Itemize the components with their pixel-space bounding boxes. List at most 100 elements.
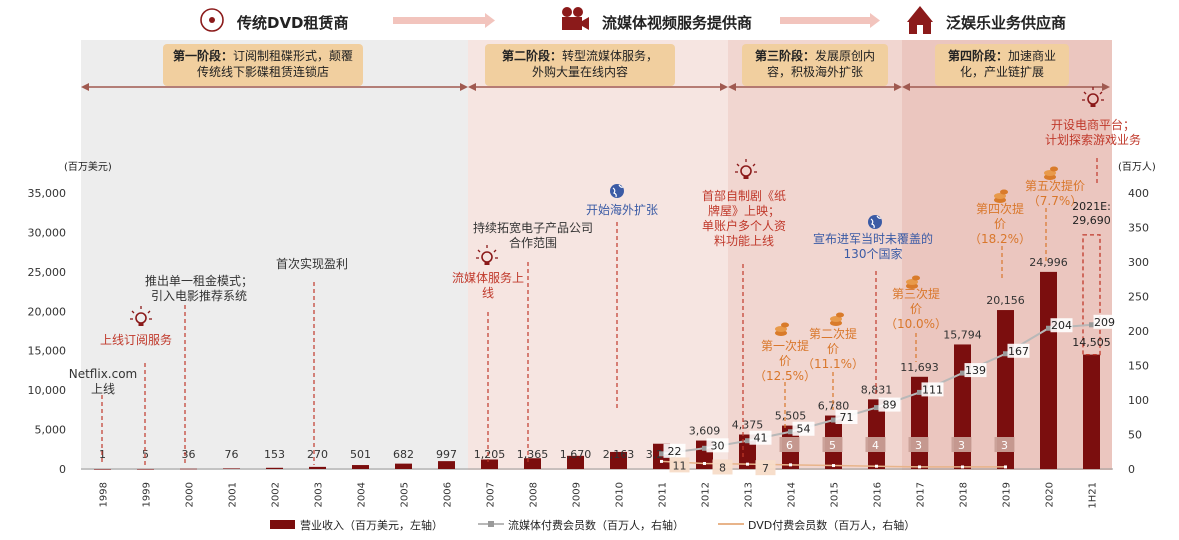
price-hike-text-line: 第三次提	[892, 286, 940, 301]
revenue-value-label: 1,670	[560, 448, 592, 461]
revenue-value-label: 682	[393, 448, 414, 461]
stage-box-bg	[742, 44, 888, 86]
dvd-members-marker	[961, 465, 964, 469]
x-tick-label: 2016	[873, 482, 884, 507]
stage-box-bg	[163, 44, 363, 86]
revenue-bar	[567, 455, 584, 469]
x-tick-label: 1H21	[1088, 482, 1099, 509]
streaming-members-label: 22	[668, 445, 682, 458]
streaming-members-marker	[1003, 351, 1008, 357]
coins-icon	[994, 189, 1008, 203]
dvd-label-bg	[712, 459, 733, 475]
right-tick-label: 250	[1128, 291, 1149, 304]
x-tick-label: 2007	[486, 482, 497, 507]
right-tick-label: 350	[1128, 222, 1149, 235]
event-text-line: 开设电商平台；	[1051, 117, 1135, 132]
legend-revenue-swatch	[270, 520, 295, 529]
dvd-label-bg	[669, 457, 690, 473]
dvd-members-marker	[875, 464, 878, 468]
coin-middle	[994, 193, 1006, 199]
streaming-members-marker	[745, 438, 750, 444]
event-text: 开设电商平台；计划探索游戏业务	[1045, 117, 1141, 147]
revenue-value-label: 270	[307, 448, 328, 461]
revenue-value-label: 3,609	[689, 425, 721, 438]
streaming-label-bg	[706, 438, 729, 453]
x-tick-label: 2003	[314, 482, 325, 507]
estimate-label-line: 29,690	[1072, 214, 1111, 227]
dvd-hole	[209, 17, 215, 23]
stage-span-arrow	[902, 83, 1110, 91]
revenue-bar	[180, 468, 197, 470]
stage-desc: 发展原创内	[815, 48, 875, 63]
revenue-bar	[223, 468, 240, 470]
lightbulb-icon	[1082, 87, 1104, 107]
price-hike-text-line: 第二次提	[809, 326, 857, 341]
stage-title-line: 第四阶段：加速商业	[948, 48, 1056, 63]
revenue-bar	[266, 467, 283, 469]
stage-desc: 加速商业	[1008, 48, 1056, 63]
revenue-value-label: 14,505	[1072, 336, 1111, 349]
revenue-value-label: 11,693	[900, 361, 939, 374]
bulb-ray	[1099, 91, 1103, 95]
estimate-dashed-bar	[1082, 234, 1101, 356]
header-arrow-head	[870, 13, 880, 28]
bulb-ray	[131, 310, 135, 314]
dvd-members-label: 3	[958, 439, 965, 452]
price-hike-text-line: （12.5%）	[754, 369, 816, 383]
revenue-value-label: 8,831	[861, 383, 893, 396]
reel-b	[573, 7, 583, 17]
stage-desc: 转型流媒体服务，	[562, 48, 658, 63]
business-model-label: 流媒体视频服务提供商	[602, 14, 752, 32]
event-text-line: 130个国家	[844, 246, 903, 261]
streaming-members-label: 89	[883, 399, 897, 412]
arrow-head-right	[720, 83, 728, 91]
legend-revenue-label: 营业收入（百万美元，左轴）	[300, 518, 443, 532]
dvd-label-bg	[822, 437, 843, 452]
x-tick-label: 2019	[1002, 482, 1013, 507]
camera-body	[562, 17, 582, 30]
bulb-base	[138, 323, 144, 326]
legend: 营业收入（百万美元，左轴） 流媒体付费会员数（百万人，右轴） DVD付费会员数（百万…	[270, 518, 915, 532]
dvd-members-label: 8	[719, 461, 726, 474]
bulb-base	[1090, 104, 1096, 107]
globe-land	[870, 215, 882, 229]
stage-title-line: 第二阶段：转型流媒体服务，	[502, 48, 658, 63]
x-tick-label: 2020	[1045, 482, 1056, 507]
streaming-label-bg	[964, 363, 987, 378]
price-hike-text-line: 价	[910, 302, 922, 316]
stage-title: 第一阶段：	[173, 48, 233, 63]
right-tick-label: 150	[1128, 360, 1149, 373]
left-tick-label: 0	[59, 463, 66, 476]
price-hike-2014	[775, 322, 789, 430]
arrow-head-right	[460, 83, 468, 91]
streaming-label-bg	[921, 382, 944, 397]
x-tick-label: 2002	[271, 482, 282, 507]
price-hike-text-line: 第五次提价	[1025, 178, 1085, 193]
arrow-head-left	[81, 83, 89, 91]
stage-title: 第二阶段：	[502, 48, 562, 63]
stage-box-bg	[485, 44, 675, 86]
streaming-label-bg	[663, 443, 686, 458]
event-text-line: 推出单一租金模式；	[145, 273, 253, 288]
right-tick-label: 50	[1128, 429, 1142, 442]
x-tick-label: 2014	[787, 482, 798, 507]
tent-roof	[907, 6, 933, 22]
stage-span-arrow	[81, 83, 468, 91]
bulb-ray	[752, 163, 756, 167]
event-text-line: 计划探索游戏业务	[1045, 132, 1141, 147]
streaming-label-bg	[835, 410, 858, 425]
revenue-value-label: 5,505	[775, 410, 807, 423]
dvd-outer	[200, 8, 224, 32]
event-text-line: 首次实现盈利	[276, 256, 348, 271]
revenue-value-label: 997	[436, 448, 457, 461]
streaming-members-label: 111	[922, 383, 943, 396]
left-tick-label: 10,000	[28, 384, 67, 397]
estimate-label: 2021E:29,690	[1072, 200, 1111, 227]
event-annotation-2013	[735, 159, 757, 458]
stage-desc: 订阅制租碟形式，颠覆	[233, 48, 353, 63]
bulb-ray	[477, 249, 481, 253]
header-arrow-shaft	[780, 17, 870, 24]
event-annotation-2007	[476, 245, 498, 462]
bulb-base	[743, 176, 749, 179]
event-text-line: 持续拓宽电子产品公司	[473, 220, 593, 235]
